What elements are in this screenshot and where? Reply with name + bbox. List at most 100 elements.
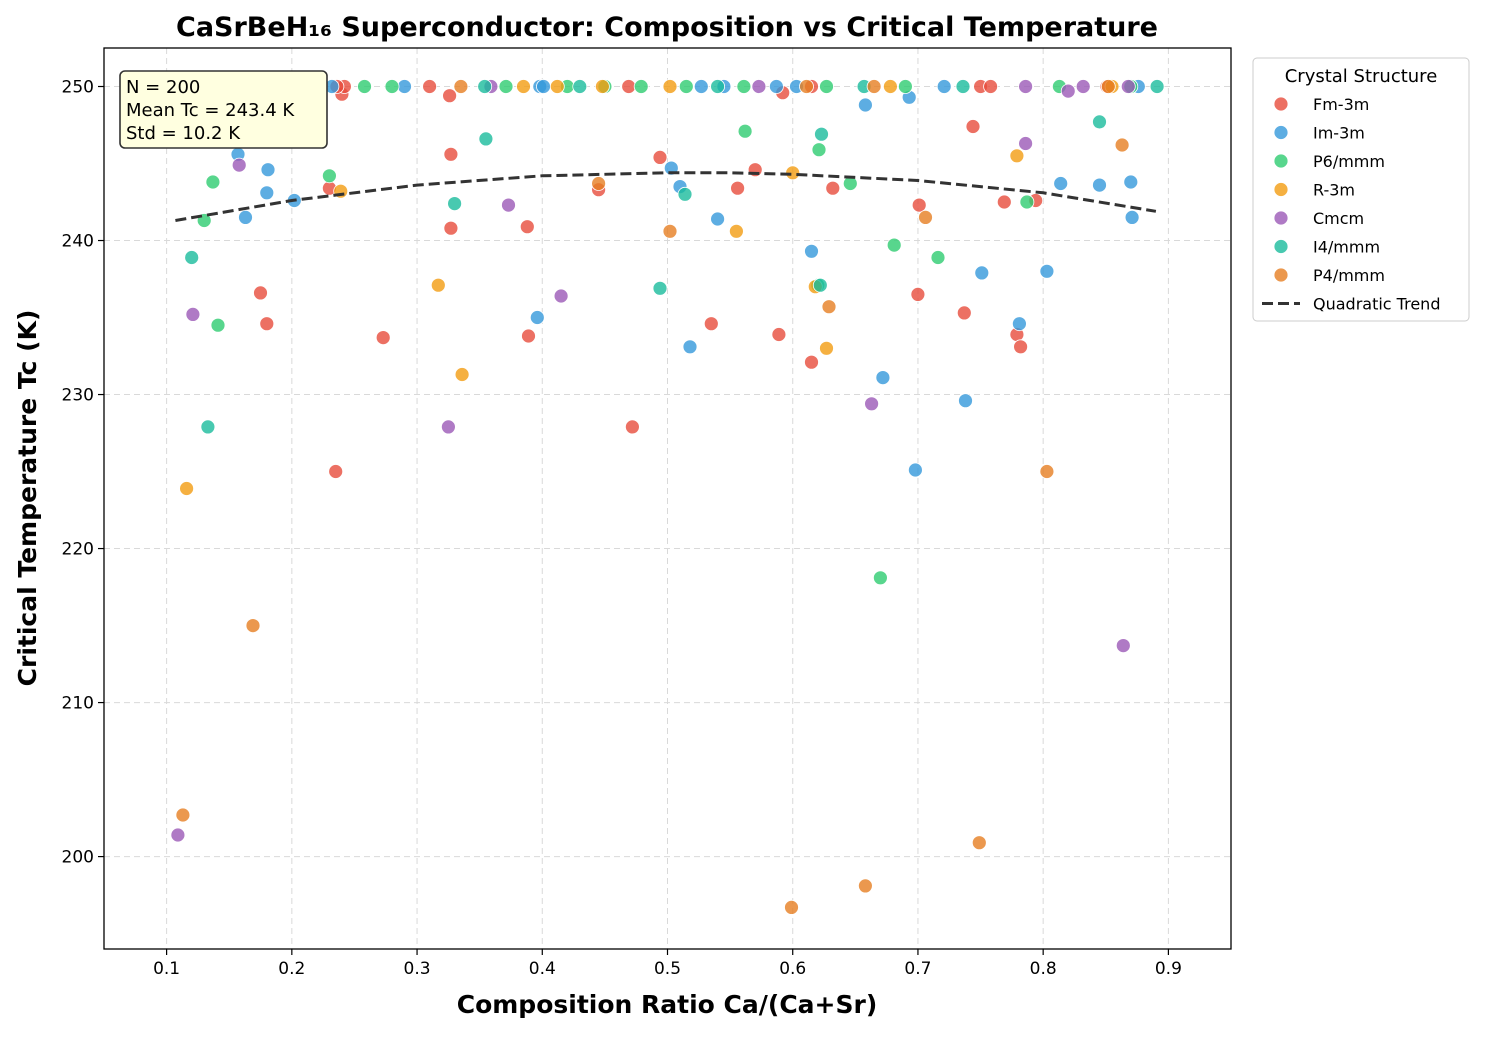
data-point (751, 79, 767, 94)
stats-box: N = 200 Mean Tc = 243.4 K Std = 10.2 K (119, 70, 328, 149)
legend-marker (1273, 125, 1289, 140)
data-point (662, 79, 678, 94)
data-point (771, 327, 787, 342)
data-point (397, 79, 412, 94)
data-point (328, 464, 344, 479)
data-point (864, 396, 879, 412)
legend-label: P6/mmm (1313, 152, 1385, 171)
data-point (453, 79, 469, 94)
stats-n: N = 200 (126, 77, 200, 98)
data-point (384, 79, 400, 94)
y-tick-label: 210 (62, 694, 94, 714)
x-tick-label: 0.2 (278, 959, 305, 979)
data-point (737, 123, 753, 139)
data-point (729, 223, 744, 239)
stats-std: Std = 10.2 K (126, 123, 241, 144)
legend-marker (1273, 267, 1289, 283)
data-point (200, 419, 216, 435)
data-point (652, 280, 668, 296)
y-axis-label: Critical Temperature Tc (K) (13, 310, 42, 687)
data-point (886, 237, 902, 253)
x-tick-label: 0.3 (404, 959, 431, 979)
legend-label: Cmcm (1313, 209, 1364, 228)
legend-label: Im-3m (1313, 124, 1365, 143)
data-point (443, 146, 459, 162)
x-tick-label: 0.1 (153, 959, 180, 979)
legend-label: I4/mmm (1313, 238, 1380, 257)
data-point (1092, 114, 1107, 130)
data-point (521, 328, 536, 344)
data-point (621, 79, 637, 94)
legend-label: Quadratic Trend (1313, 295, 1440, 314)
x-tick-label: 0.4 (529, 959, 556, 979)
data-point (498, 79, 514, 94)
legend-title: Crystal Structure (1285, 66, 1438, 87)
data-point (1114, 137, 1130, 153)
data-point (501, 197, 516, 213)
data-point (529, 310, 545, 325)
legend-marker (1273, 210, 1289, 226)
data-point (1018, 136, 1033, 151)
data-point (866, 79, 882, 94)
data-point (1115, 638, 1131, 653)
axis-ticks: 0.1 0.2 0.3 0.4 0.5 0.6 0.7 0.8 0.9 200 210 220 230 2… (62, 78, 1182, 979)
y-tick-label: 220 (62, 540, 94, 560)
data-point (179, 481, 195, 496)
trend-line-path (175, 171, 1157, 222)
stats-mean: Mean Tc = 243.4 K (126, 100, 295, 121)
data-point (956, 305, 972, 321)
legend-marker (1273, 153, 1289, 169)
data-point (1012, 316, 1027, 332)
data-point (260, 162, 276, 178)
data-point (812, 277, 828, 293)
x-tick-label: 0.7 (904, 959, 931, 979)
data-points (170, 79, 1165, 915)
data-point (710, 211, 725, 227)
legend-marker (1273, 239, 1289, 254)
data-point (819, 79, 834, 94)
data-point (730, 180, 745, 196)
data-point (231, 157, 247, 173)
data-point (799, 79, 814, 94)
data-point (210, 317, 226, 333)
data-point (784, 900, 799, 915)
data-point (447, 196, 463, 212)
data-point (710, 79, 725, 94)
data-point (1053, 176, 1069, 191)
data-point (965, 119, 981, 134)
data-point (1019, 194, 1035, 210)
data-point (858, 97, 873, 113)
data-point (804, 243, 819, 259)
data-point (1075, 79, 1091, 94)
legend-marker (1273, 182, 1289, 197)
legend-marker (1273, 96, 1289, 112)
data-point (625, 419, 640, 435)
data-point (536, 79, 551, 94)
data-point (898, 79, 913, 94)
data-point (184, 250, 200, 265)
data-point (1149, 79, 1165, 94)
data-point (662, 223, 678, 239)
data-point (693, 79, 709, 94)
data-point (1060, 83, 1076, 99)
chart-title: CaSrBeH₁₆ Superconductor: Composition vs… (176, 12, 1158, 43)
data-point (873, 570, 888, 586)
data-point (910, 286, 926, 302)
data-point (1039, 263, 1055, 279)
y-tick-label: 250 (62, 78, 94, 98)
data-point (253, 285, 268, 301)
data-point (908, 462, 923, 478)
data-point (519, 219, 535, 235)
data-point (971, 835, 987, 851)
data-point (1009, 148, 1025, 164)
legend-label: R-3m (1313, 181, 1355, 200)
data-point (321, 168, 337, 184)
data-point (677, 186, 693, 202)
data-point (996, 194, 1012, 210)
data-point (652, 149, 668, 165)
data-point (422, 79, 438, 94)
data-point (955, 79, 971, 94)
data-point (454, 367, 470, 382)
